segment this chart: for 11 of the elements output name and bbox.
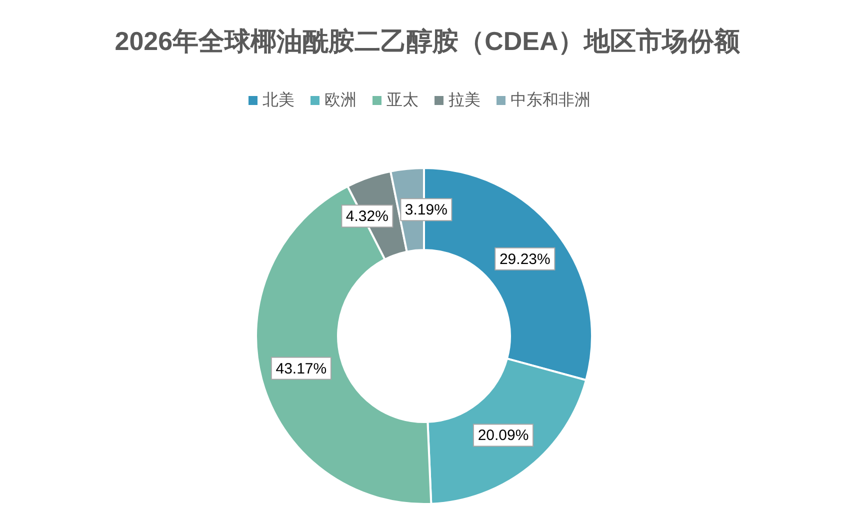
chart-title: 2026年全球椰油酰胺二乙醇胺（CDEA）地区市场份额: [114, 26, 742, 56]
legend-label: 中东和非洲: [510, 91, 590, 109]
data-label: 29.23%: [499, 250, 550, 268]
data-label: 20.09%: [478, 427, 529, 444]
legend-label: 拉美: [448, 91, 480, 109]
data-label: 43.17%: [276, 360, 327, 378]
legend-label: 欧洲: [324, 91, 356, 109]
legend-label: 北美: [262, 91, 294, 109]
data-label: 3.19%: [404, 202, 448, 219]
data-label: 4.32%: [346, 208, 388, 226]
legend-label: 亚太: [386, 91, 418, 109]
